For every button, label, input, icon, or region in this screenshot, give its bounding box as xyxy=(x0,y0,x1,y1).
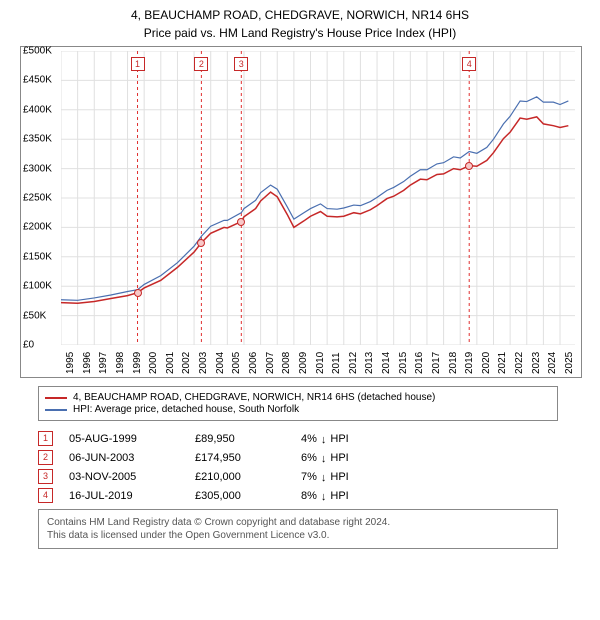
event-date: 05-AUG-1999 xyxy=(69,433,179,445)
chart-svg xyxy=(61,51,575,345)
x-axis-label: 2020 xyxy=(481,352,483,374)
event-marker: 1 xyxy=(131,57,145,71)
x-axis-label: 2004 xyxy=(215,352,217,374)
event-row: 4 16-JUL-2019 £305,000 8% ↓ HPI xyxy=(38,488,588,503)
y-axis-label: £0 xyxy=(23,340,34,351)
x-axis-label: 2022 xyxy=(514,352,516,374)
sale-point-icon xyxy=(465,162,473,170)
sale-point-icon xyxy=(237,218,245,226)
chart-area: £0 £50K £100K £150K £200K £250K £300K £350K £400… xyxy=(20,46,582,378)
event-row: 3 03-NOV-2005 £210,000 7% ↓ HPI xyxy=(38,469,588,484)
x-axis-label: 2007 xyxy=(265,352,267,374)
x-axis-label: 2003 xyxy=(198,352,200,374)
footnote-line: This data is licensed under the Open Gov… xyxy=(47,529,549,542)
legend-item: HPI: Average price, detached house, Sout… xyxy=(45,404,551,415)
x-axis-label: 2025 xyxy=(564,352,566,374)
legend-swatch-icon xyxy=(45,409,67,411)
x-axis-label: 2019 xyxy=(464,352,466,374)
footnote: Contains HM Land Registry data © Crown c… xyxy=(38,509,558,549)
y-axis-label: £450K xyxy=(23,75,52,86)
event-number: 1 xyxy=(38,431,53,446)
legend-item: 4, BEAUCHAMP ROAD, CHEDGRAVE, NORWICH, N… xyxy=(45,392,551,403)
x-axis-label: 2009 xyxy=(298,352,300,374)
x-axis-label: 2013 xyxy=(364,352,366,374)
event-number: 3 xyxy=(38,469,53,484)
plot-region xyxy=(61,51,575,345)
event-number: 4 xyxy=(38,488,53,503)
y-axis-label: £100K xyxy=(23,281,52,292)
x-axis-label: 2002 xyxy=(181,352,183,374)
event-row: 2 06-JUN-2003 £174,950 6% ↓ HPI xyxy=(38,450,588,465)
x-axis-label: 2006 xyxy=(248,352,250,374)
arrow-down-icon: ↓ xyxy=(321,491,327,503)
legend-label: HPI: Average price, detached house, Sout… xyxy=(73,404,299,415)
x-axis-label: 2001 xyxy=(165,352,167,374)
event-price: £305,000 xyxy=(195,490,285,502)
event-price: £89,950 xyxy=(195,433,285,445)
chart-subtitle: Price paid vs. HM Land Registry's House … xyxy=(12,26,588,40)
sale-point-icon xyxy=(197,239,205,247)
event-diff: 8% ↓ HPI xyxy=(301,490,349,502)
arrow-down-icon: ↓ xyxy=(321,453,327,465)
legend-label: 4, BEAUCHAMP ROAD, CHEDGRAVE, NORWICH, N… xyxy=(73,392,435,403)
x-axis-label: 2015 xyxy=(398,352,400,374)
x-axis-label: 1999 xyxy=(132,352,134,374)
y-axis-label: £250K xyxy=(23,193,52,204)
event-number: 2 xyxy=(38,450,53,465)
x-axis-label: 2010 xyxy=(315,352,317,374)
event-marker: 4 xyxy=(462,57,476,71)
event-date: 06-JUN-2003 xyxy=(69,452,179,464)
event-date: 16-JUL-2019 xyxy=(69,490,179,502)
y-axis-label: £350K xyxy=(23,134,52,145)
arrow-down-icon: ↓ xyxy=(321,434,327,446)
event-diff: 4% ↓ HPI xyxy=(301,433,349,445)
legend: 4, BEAUCHAMP ROAD, CHEDGRAVE, NORWICH, N… xyxy=(38,386,558,421)
legend-swatch-icon xyxy=(45,397,67,399)
event-price: £174,950 xyxy=(195,452,285,464)
x-axis-label: 2011 xyxy=(331,352,333,374)
x-axis-label: 2014 xyxy=(381,352,383,374)
y-axis-label: £400K xyxy=(23,104,52,115)
event-marker: 3 xyxy=(234,57,248,71)
x-axis-label: 2005 xyxy=(231,352,233,374)
event-row: 1 05-AUG-1999 £89,950 4% ↓ HPI xyxy=(38,431,588,446)
x-axis-label: 1996 xyxy=(82,352,84,374)
x-axis-label: 2016 xyxy=(414,352,416,374)
footnote-line: Contains HM Land Registry data © Crown c… xyxy=(47,516,549,529)
y-axis-label: £300K xyxy=(23,163,52,174)
x-axis-label: 1997 xyxy=(98,352,100,374)
x-axis-label: 2000 xyxy=(148,352,150,374)
x-axis-label: 2018 xyxy=(448,352,450,374)
x-axis-label: 2017 xyxy=(431,352,433,374)
y-axis-label: £150K xyxy=(23,251,52,262)
x-axis-label: 2021 xyxy=(497,352,499,374)
x-axis-label: 2008 xyxy=(281,352,283,374)
x-axis-label: 2012 xyxy=(348,352,350,374)
y-axis-label: £50K xyxy=(23,310,46,321)
x-axis-label: 1995 xyxy=(65,352,67,374)
chart-title: 4, BEAUCHAMP ROAD, CHEDGRAVE, NORWICH, N… xyxy=(12,8,588,22)
x-axis-label: 2024 xyxy=(547,352,549,374)
events-table: 1 05-AUG-1999 £89,950 4% ↓ HPI 2 06-JUN-2003 £… xyxy=(38,431,588,503)
event-diff: 6% ↓ HPI xyxy=(301,452,349,464)
x-axis-label: 1998 xyxy=(115,352,117,374)
event-diff: 7% ↓ HPI xyxy=(301,471,349,483)
event-date: 03-NOV-2005 xyxy=(69,471,179,483)
event-marker: 2 xyxy=(194,57,208,71)
y-axis-label: £200K xyxy=(23,222,52,233)
x-axis-label: 2023 xyxy=(531,352,533,374)
event-price: £210,000 xyxy=(195,471,285,483)
arrow-down-icon: ↓ xyxy=(321,472,327,484)
y-axis-label: £500K xyxy=(23,46,52,57)
sale-point-icon xyxy=(134,289,142,297)
